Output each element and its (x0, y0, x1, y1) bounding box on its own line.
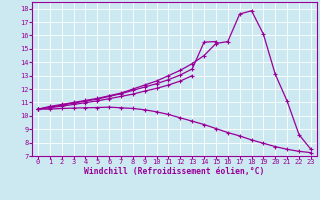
X-axis label: Windchill (Refroidissement éolien,°C): Windchill (Refroidissement éolien,°C) (84, 167, 265, 176)
